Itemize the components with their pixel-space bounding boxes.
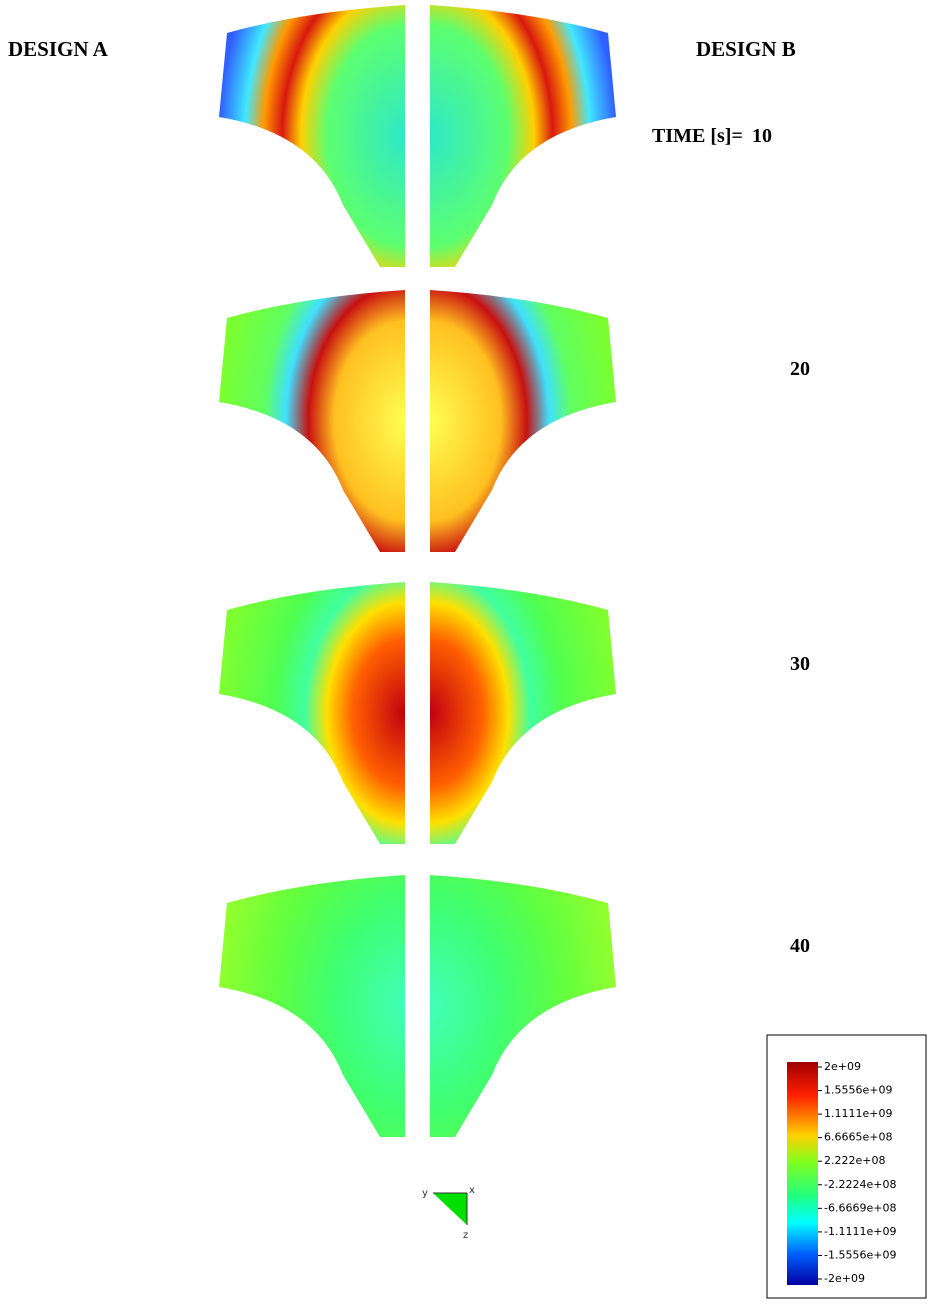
design-a-plot: [219, 875, 405, 1137]
contour-row: [219, 875, 616, 1137]
design-a-plot: [219, 290, 405, 552]
design-a-title: DESIGN A: [8, 37, 109, 61]
legend-label: 1.1111e+09: [824, 1107, 892, 1120]
legend-label: -1.1111e+09: [824, 1225, 896, 1238]
legend-label: -6.6669e+08: [824, 1201, 896, 1214]
design-b-plot: [430, 582, 616, 844]
triad-label: z: [463, 1230, 468, 1241]
design-a-plot: [219, 582, 405, 844]
legend-label: 1.5556e+09: [824, 1084, 892, 1097]
time-value: 20: [790, 358, 810, 380]
triad-label: y: [422, 1188, 428, 1199]
design-a-plot: [219, 5, 405, 267]
legend-label: 2e+09: [824, 1060, 861, 1073]
design-b-plot: [430, 290, 616, 552]
design-b-plot: [430, 875, 616, 1137]
axis-triad: y x z: [422, 1185, 475, 1241]
triad-shape: [433, 1193, 467, 1225]
color-bar: [787, 1062, 818, 1285]
legend-label: -2.2224e+08: [824, 1178, 896, 1191]
time-label: TIME [s]=: [652, 125, 743, 147]
legend: [766, 1034, 927, 1299]
time-value: 10: [752, 125, 772, 147]
triad-label: x: [469, 1185, 475, 1196]
legend-label: 6.6665e+08: [824, 1131, 892, 1144]
contour-row: [219, 582, 616, 844]
time-value: 40: [790, 935, 810, 957]
legend-label: -2e+09: [824, 1272, 865, 1285]
legend-label: 2.222e+08: [824, 1154, 885, 1167]
legend-label: -1.5556e+09: [824, 1248, 896, 1261]
design-b-plot: [430, 5, 616, 267]
time-value: 30: [790, 653, 810, 675]
contour-row: [219, 290, 616, 552]
design-b-title: DESIGN B: [696, 37, 796, 61]
contour-row: [219, 5, 616, 267]
